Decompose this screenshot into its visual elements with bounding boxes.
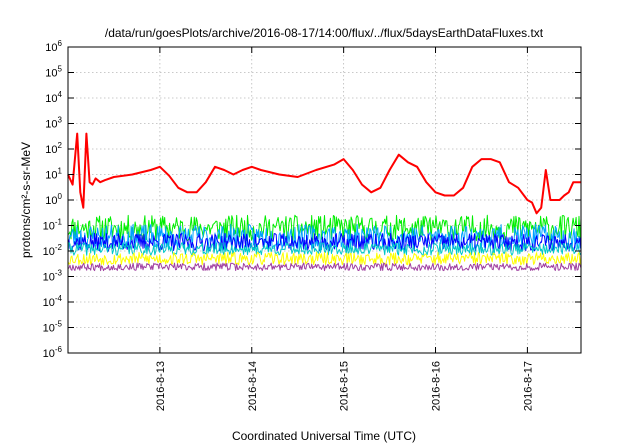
tick-layer: [68, 46, 581, 354]
y-tick-label: 10-2: [43, 243, 63, 258]
y-tick-label: 105: [45, 65, 62, 80]
y-tick-label: 10-5: [43, 320, 63, 335]
x-tick-label: 2016-8-16: [431, 361, 443, 411]
y-tick-label: 104: [45, 90, 62, 105]
x-axis-label: Coordinated Universal Time (UTC): [232, 429, 416, 443]
series-line: [67, 232, 582, 252]
y-tick-label: 10-3: [43, 269, 63, 284]
y-tick-label: 106: [45, 39, 62, 54]
y-tick-label: 101: [45, 167, 62, 182]
y-tick-label: 100: [45, 192, 62, 207]
grid-layer: [68, 47, 581, 353]
y-axis-label: protons/cm²-s-sr-MeV: [19, 142, 33, 258]
y-tick-label: 10-4: [43, 294, 63, 309]
chart-title: /data/run/goesPlots/archive/2016-08-17/1…: [105, 26, 544, 40]
series-line: [67, 214, 582, 242]
y-tick-label: 103: [45, 116, 62, 131]
y-tick-label: 10-6: [43, 345, 63, 360]
series-line: [67, 132, 581, 215]
x-tick-label: 2016-8-15: [339, 361, 351, 411]
series-layer: [67, 132, 582, 272]
x-tick-label: 2016-8-17: [522, 361, 534, 411]
series-line: [67, 262, 582, 272]
y-tick-label: 10-1: [43, 218, 63, 233]
x-tick-label: 2016-8-13: [155, 361, 167, 411]
x-tick-labels: 2016-8-13 2016-8-14 2016-8-15 2016-8-16 2016…: [155, 361, 535, 411]
series-line: [67, 251, 582, 266]
y-tick-label: 102: [45, 141, 62, 156]
x-tick-label: 2016-8-14: [247, 361, 259, 411]
y-tick-labels: 10-6 10-5 10-4 10-3 10-2 10-1 100 101 102 103 104 1…: [43, 39, 63, 360]
